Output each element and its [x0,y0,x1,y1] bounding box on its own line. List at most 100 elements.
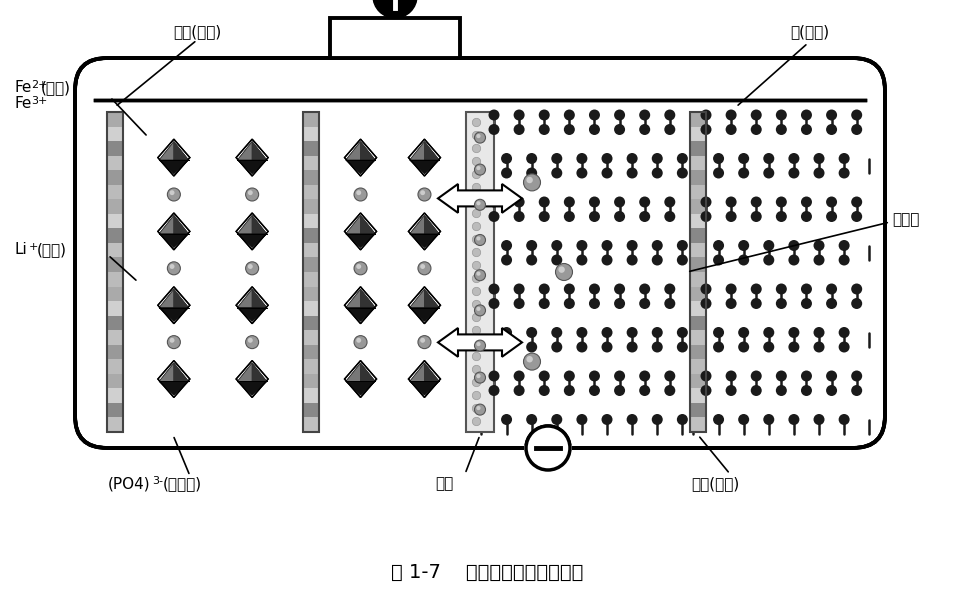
Polygon shape [236,139,268,176]
Circle shape [713,167,724,178]
Bar [303,403,319,417]
Circle shape [664,371,676,381]
Bar [303,359,319,374]
Circle shape [651,414,663,425]
Polygon shape [174,215,188,247]
Circle shape [725,197,737,207]
Bar [107,272,123,287]
Circle shape [640,211,650,222]
Circle shape [851,124,862,135]
Polygon shape [237,215,267,234]
Bar [690,156,706,170]
Bar [303,301,319,316]
Circle shape [664,284,676,294]
Circle shape [475,132,486,143]
Polygon shape [438,184,522,213]
Circle shape [789,342,800,352]
Circle shape [763,240,774,251]
Circle shape [539,124,550,135]
Circle shape [501,327,512,338]
Circle shape [651,167,663,178]
Circle shape [826,385,838,396]
Circle shape [526,414,537,425]
Circle shape [800,284,812,294]
Circle shape [838,153,849,164]
Text: 电解质: 电解质 [892,213,919,228]
Polygon shape [361,215,375,247]
Circle shape [248,338,253,343]
Circle shape [713,254,724,265]
Polygon shape [237,381,267,395]
Circle shape [738,414,749,425]
Circle shape [800,298,812,309]
Circle shape [551,327,563,338]
Circle shape [789,254,800,265]
Text: 隔膜: 隔膜 [435,476,453,492]
Circle shape [614,284,625,294]
Circle shape [738,327,749,338]
Bar [107,316,123,330]
Bar [107,228,123,243]
Text: 碳(石墨): 碳(石墨) [790,24,829,39]
Circle shape [751,298,761,309]
Polygon shape [410,363,439,381]
Circle shape [526,167,537,178]
Circle shape [524,174,540,191]
Circle shape [514,284,525,294]
Circle shape [475,305,486,316]
Circle shape [576,254,587,265]
Circle shape [725,284,737,294]
Circle shape [556,263,572,281]
Circle shape [851,385,862,396]
Polygon shape [237,363,253,395]
Circle shape [356,264,361,269]
Polygon shape [438,328,522,357]
Circle shape [418,188,431,201]
Circle shape [168,188,180,201]
Circle shape [539,197,550,207]
Bar [303,126,319,141]
Circle shape [763,254,774,265]
Circle shape [589,371,600,381]
Circle shape [713,342,724,352]
Circle shape [539,211,550,222]
Circle shape [576,414,587,425]
Text: (磷酸根): (磷酸根) [163,476,202,492]
Circle shape [373,0,417,18]
Bar [107,112,123,432]
Polygon shape [346,142,375,160]
Circle shape [488,211,499,222]
Circle shape [168,336,180,349]
Circle shape [514,211,525,222]
Circle shape [551,342,563,352]
Bar [885,58,975,448]
Circle shape [826,284,838,294]
Circle shape [725,298,737,309]
Bar [690,272,706,287]
Circle shape [838,167,849,178]
Text: +: + [29,242,38,252]
Polygon shape [159,142,174,173]
Circle shape [602,167,612,178]
Circle shape [640,284,650,294]
Circle shape [700,110,712,120]
Bar [690,243,706,257]
Circle shape [488,284,499,294]
Circle shape [488,298,499,309]
Circle shape [640,385,650,396]
Circle shape [576,153,587,164]
Polygon shape [346,142,361,173]
Circle shape [420,338,425,343]
Text: 负极(铜箔): 负极(铜箔) [691,476,739,492]
Polygon shape [237,308,267,321]
Circle shape [763,167,774,178]
Circle shape [477,201,481,206]
Bar [303,374,319,389]
Polygon shape [346,289,375,308]
Circle shape [246,188,258,201]
Circle shape [472,118,481,127]
Circle shape [526,153,537,164]
Polygon shape [344,361,376,398]
Circle shape [838,327,849,338]
Bar [303,185,319,199]
